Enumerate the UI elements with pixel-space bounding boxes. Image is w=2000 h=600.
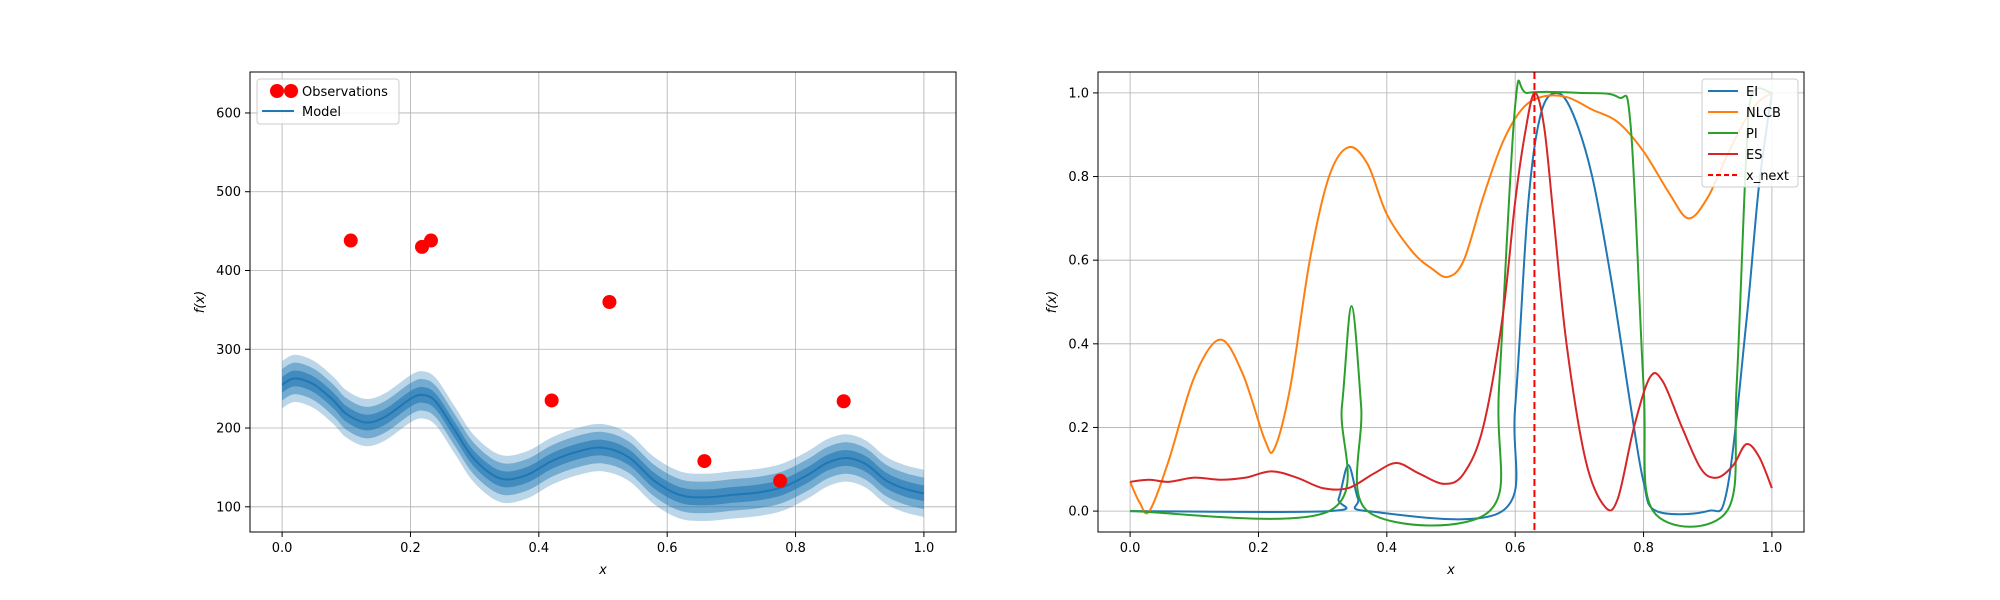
legend-nlcb-label: NLCB [1746, 106, 1781, 121]
series-line-es [1129, 91, 1773, 512]
legend-x-next-label: x_next [1746, 169, 1789, 184]
left-model-line-group [281, 377, 925, 499]
series-line-nlcb [1129, 92, 1773, 515]
right-x-tick-label: 0.6 [1505, 541, 1526, 556]
model-line [281, 377, 925, 499]
observation-point [836, 394, 851, 409]
legend-observations-marker [284, 84, 298, 98]
left-x-tick-label: 0.8 [785, 541, 806, 556]
legend-model-label: Model [302, 105, 341, 120]
left-axes-frame [249, 71, 957, 533]
observation-point [602, 295, 617, 309]
right-y-tick-label: 0.2 [1068, 421, 1089, 436]
left-x-tick-label: 0.4 [528, 541, 549, 556]
right-x-tick-label: 0.2 [1248, 541, 1269, 556]
series-line-pi [1130, 79, 1773, 528]
right-y-tick-label: 0.4 [1068, 337, 1089, 352]
right-legend-box [1701, 78, 1799, 188]
left-x-tick-label: 0.0 [272, 541, 293, 556]
observation-point [423, 233, 438, 248]
left-y-axis-label: f(x) [193, 291, 208, 313]
right-series-lines [1129, 79, 1773, 528]
model-confidence-band [282, 370, 924, 506]
left-x-tick-label: 0.6 [657, 541, 678, 556]
right-x-axis-label: x [1446, 563, 1455, 578]
series-line-ei [1130, 91, 1773, 521]
observation-point [544, 393, 559, 408]
left-chart-panel: 0.0 0.2 0.4 0.6 0.8 1.0 100 200 300 400 500 600 x f… [193, 71, 957, 578]
right-x-tick-label: 0.0 [1120, 541, 1141, 556]
left-legend: Observations Model [256, 78, 400, 125]
left-x-axis-label: x [598, 563, 607, 578]
observation-point [343, 233, 358, 248]
right-legend: EI NLCB PI ES x_next [1701, 78, 1799, 188]
legend-ei-label: EI [1746, 85, 1758, 100]
model-confidence-band [282, 362, 924, 514]
right-y-tick-label: 0.6 [1068, 254, 1089, 269]
right-x-tick-label: 0.4 [1376, 541, 1397, 556]
left-y-tick-label: 500 [216, 185, 241, 200]
right-x-tick-label: 1.0 [1762, 541, 1783, 556]
left-x-tick-label: 1.0 [914, 541, 935, 556]
right-y-tick-label: 1.0 [1068, 86, 1089, 101]
right-x-tick-label: 0.8 [1633, 541, 1654, 556]
left-y-tick-label: 300 [216, 343, 241, 358]
right-tick-marks-and-labels: 0.0 0.2 0.4 0.6 0.8 1.0 0.0 0.2 0.4 0.6 0.8 1.0 [1068, 86, 1782, 556]
right-y-tick-label: 0.8 [1068, 170, 1089, 185]
left-tick-marks-and-labels: 0.0 0.2 0.4 0.6 0.8 1.0 100 200 300 400 500 600 [216, 106, 934, 556]
left-y-tick-label: 400 [216, 264, 241, 279]
left-model-confidence-bands [282, 354, 924, 521]
observation-point [773, 473, 788, 488]
right-y-tick-label: 0.0 [1068, 505, 1089, 520]
legend-observations-label: Observations [302, 85, 388, 100]
left-y-tick-label: 600 [216, 106, 241, 121]
legend-es-label: ES [1746, 148, 1762, 163]
right-chart-panel: 0.0 0.2 0.4 0.6 0.8 1.0 0.0 0.2 0.4 0.6 0.8 1.0 x f… [1045, 71, 1805, 578]
legend-pi-label: PI [1746, 127, 1758, 142]
legend-observations-marker [270, 84, 284, 98]
model-confidence-band [282, 354, 924, 521]
left-y-tick-label: 200 [216, 422, 241, 437]
right-y-axis-label: f(x) [1045, 291, 1060, 313]
left-x-tick-label: 0.2 [400, 541, 421, 556]
observation-point [697, 454, 712, 469]
right-axes-frame [1097, 71, 1805, 533]
left-y-tick-label: 100 [216, 500, 241, 515]
